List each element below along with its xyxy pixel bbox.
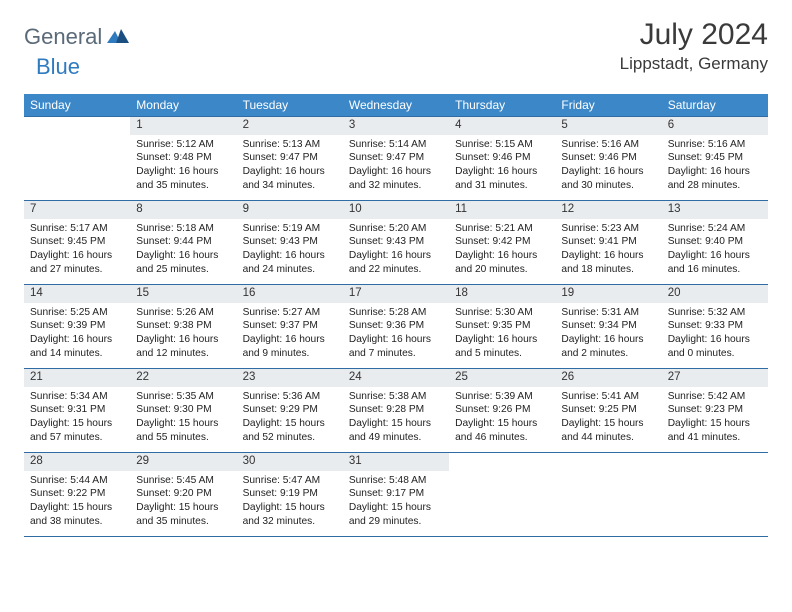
weekday-header: Friday	[555, 94, 661, 117]
weekday-header: Wednesday	[343, 94, 449, 117]
day-number-cell: 25	[449, 369, 555, 387]
day-number-row: 28293031	[24, 453, 768, 471]
calendar-table: Sunday Monday Tuesday Wednesday Thursday…	[24, 94, 768, 537]
day-number-row: 123456	[24, 117, 768, 135]
day-detail-cell: Sunrise: 5:41 AMSunset: 9:25 PMDaylight:…	[555, 387, 661, 453]
day-number-cell: 4	[449, 117, 555, 135]
day-number-cell: 3	[343, 117, 449, 135]
day-detail-row: Sunrise: 5:12 AMSunset: 9:48 PMDaylight:…	[24, 135, 768, 201]
day-number-cell: 27	[662, 369, 768, 387]
day-detail-cell: Sunrise: 5:45 AMSunset: 9:20 PMDaylight:…	[130, 471, 236, 537]
day-detail-cell: Sunrise: 5:23 AMSunset: 9:41 PMDaylight:…	[555, 219, 661, 285]
day-number-cell: 12	[555, 201, 661, 219]
month-title: July 2024	[620, 18, 768, 52]
day-number-cell: 2	[237, 117, 343, 135]
day-number-cell: 7	[24, 201, 130, 219]
day-number-cell: 22	[130, 369, 236, 387]
day-detail-cell: Sunrise: 5:12 AMSunset: 9:48 PMDaylight:…	[130, 135, 236, 201]
day-detail-row: Sunrise: 5:17 AMSunset: 9:45 PMDaylight:…	[24, 219, 768, 285]
day-number-cell: 18	[449, 285, 555, 303]
day-detail-cell: Sunrise: 5:31 AMSunset: 9:34 PMDaylight:…	[555, 303, 661, 369]
day-detail-cell: Sunrise: 5:39 AMSunset: 9:26 PMDaylight:…	[449, 387, 555, 453]
day-number-cell: 17	[343, 285, 449, 303]
day-detail-cell: Sunrise: 5:30 AMSunset: 9:35 PMDaylight:…	[449, 303, 555, 369]
day-detail-cell: Sunrise: 5:16 AMSunset: 9:46 PMDaylight:…	[555, 135, 661, 201]
day-number-cell	[662, 453, 768, 471]
weekday-header: Monday	[130, 94, 236, 117]
location-label: Lippstadt, Germany	[620, 54, 768, 74]
day-number-cell: 29	[130, 453, 236, 471]
day-number-cell: 1	[130, 117, 236, 135]
weekday-header: Sunday	[24, 94, 130, 117]
weekday-header-row: Sunday Monday Tuesday Wednesday Thursday…	[24, 94, 768, 117]
day-detail-cell: Sunrise: 5:13 AMSunset: 9:47 PMDaylight:…	[237, 135, 343, 201]
day-number-cell: 15	[130, 285, 236, 303]
day-number-cell: 8	[130, 201, 236, 219]
day-number-cell	[449, 453, 555, 471]
day-number-cell: 5	[555, 117, 661, 135]
day-number-cell	[555, 453, 661, 471]
day-number-cell: 6	[662, 117, 768, 135]
day-detail-cell: Sunrise: 5:42 AMSunset: 9:23 PMDaylight:…	[662, 387, 768, 453]
day-number-cell: 28	[24, 453, 130, 471]
weekday-header: Tuesday	[237, 94, 343, 117]
day-detail-cell: Sunrise: 5:14 AMSunset: 9:47 PMDaylight:…	[343, 135, 449, 201]
title-block: July 2024 Lippstadt, Germany	[620, 18, 768, 74]
day-detail-cell: Sunrise: 5:16 AMSunset: 9:45 PMDaylight:…	[662, 135, 768, 201]
day-detail-row: Sunrise: 5:25 AMSunset: 9:39 PMDaylight:…	[24, 303, 768, 369]
day-detail-cell: Sunrise: 5:17 AMSunset: 9:45 PMDaylight:…	[24, 219, 130, 285]
day-detail-cell: Sunrise: 5:25 AMSunset: 9:39 PMDaylight:…	[24, 303, 130, 369]
day-detail-cell: Sunrise: 5:32 AMSunset: 9:33 PMDaylight:…	[662, 303, 768, 369]
day-detail-cell	[662, 471, 768, 537]
day-detail-cell	[24, 135, 130, 201]
day-number-cell: 14	[24, 285, 130, 303]
logo-text-general: General	[24, 24, 102, 50]
day-number-cell: 9	[237, 201, 343, 219]
day-detail-cell: Sunrise: 5:35 AMSunset: 9:30 PMDaylight:…	[130, 387, 236, 453]
day-number-cell: 11	[449, 201, 555, 219]
day-number-cell: 13	[662, 201, 768, 219]
day-number-cell: 20	[662, 285, 768, 303]
day-detail-cell: Sunrise: 5:28 AMSunset: 9:36 PMDaylight:…	[343, 303, 449, 369]
day-detail-cell: Sunrise: 5:34 AMSunset: 9:31 PMDaylight:…	[24, 387, 130, 453]
day-number-row: 78910111213	[24, 201, 768, 219]
day-number-cell: 16	[237, 285, 343, 303]
weekday-header: Thursday	[449, 94, 555, 117]
day-number-cell: 24	[343, 369, 449, 387]
day-detail-cell: Sunrise: 5:18 AMSunset: 9:44 PMDaylight:…	[130, 219, 236, 285]
day-detail-row: Sunrise: 5:44 AMSunset: 9:22 PMDaylight:…	[24, 471, 768, 537]
day-detail-cell: Sunrise: 5:20 AMSunset: 9:43 PMDaylight:…	[343, 219, 449, 285]
day-detail-cell: Sunrise: 5:44 AMSunset: 9:22 PMDaylight:…	[24, 471, 130, 537]
day-detail-cell: Sunrise: 5:48 AMSunset: 9:17 PMDaylight:…	[343, 471, 449, 537]
day-detail-row: Sunrise: 5:34 AMSunset: 9:31 PMDaylight:…	[24, 387, 768, 453]
calendar-page: General July 2024 Lippstadt, Germany Blu…	[0, 0, 792, 555]
day-number-cell: 26	[555, 369, 661, 387]
day-number-cell: 10	[343, 201, 449, 219]
day-number-cell: 21	[24, 369, 130, 387]
day-number-cell: 19	[555, 285, 661, 303]
day-detail-cell: Sunrise: 5:47 AMSunset: 9:19 PMDaylight:…	[237, 471, 343, 537]
day-number-row: 14151617181920	[24, 285, 768, 303]
day-detail-cell: Sunrise: 5:15 AMSunset: 9:46 PMDaylight:…	[449, 135, 555, 201]
day-detail-cell: Sunrise: 5:27 AMSunset: 9:37 PMDaylight:…	[237, 303, 343, 369]
day-detail-cell: Sunrise: 5:26 AMSunset: 9:38 PMDaylight:…	[130, 303, 236, 369]
day-detail-cell: Sunrise: 5:38 AMSunset: 9:28 PMDaylight:…	[343, 387, 449, 453]
day-detail-cell	[449, 471, 555, 537]
day-number-cell: 23	[237, 369, 343, 387]
day-detail-cell: Sunrise: 5:19 AMSunset: 9:43 PMDaylight:…	[237, 219, 343, 285]
logo-icon	[107, 27, 129, 48]
logo-text-blue: Blue	[36, 54, 80, 79]
day-detail-cell: Sunrise: 5:24 AMSunset: 9:40 PMDaylight:…	[662, 219, 768, 285]
day-number-cell	[24, 117, 130, 135]
day-detail-cell: Sunrise: 5:21 AMSunset: 9:42 PMDaylight:…	[449, 219, 555, 285]
day-detail-cell	[555, 471, 661, 537]
day-number-cell: 30	[237, 453, 343, 471]
weekday-header: Saturday	[662, 94, 768, 117]
logo: General	[24, 18, 131, 50]
day-number-row: 21222324252627	[24, 369, 768, 387]
day-detail-cell: Sunrise: 5:36 AMSunset: 9:29 PMDaylight:…	[237, 387, 343, 453]
day-number-cell: 31	[343, 453, 449, 471]
